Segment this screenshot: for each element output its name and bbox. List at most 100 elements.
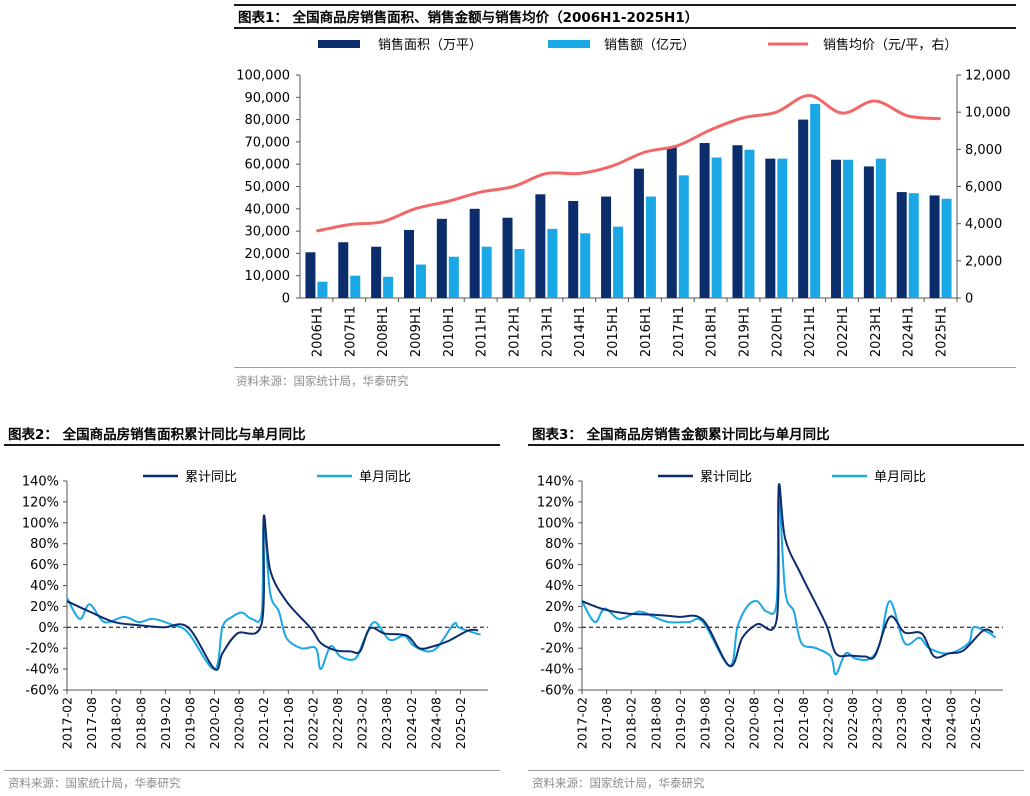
x-tick-label: 2017H1	[672, 306, 687, 357]
fig3-title: 图表3： 全国商品房销售金额累计同比与单月同比	[532, 427, 830, 443]
x-tick-label: 2021-08	[281, 697, 296, 749]
x-tick-label: 2013H1	[540, 306, 555, 357]
fig3-title-rule	[528, 444, 1024, 446]
legend-label-sales-amount: 销售额（亿元）	[604, 37, 695, 53]
line-average-price	[316, 93, 941, 233]
x-tick-label: 2021-02	[771, 697, 786, 749]
x-tick-label: 2018-02	[109, 697, 124, 749]
bar-sales-area	[436, 218, 447, 298]
bar-sales-amount	[908, 193, 919, 298]
y-tick-label: 20%	[545, 600, 574, 615]
bar-sales-amount	[580, 233, 591, 298]
line-monthly-yoy	[581, 490, 997, 676]
x-tick-label: 2023-08	[894, 697, 909, 749]
bar-sales-amount	[383, 276, 394, 298]
left-tick-label: 60,000	[245, 158, 291, 173]
x-tick-label: 2007H1	[343, 306, 358, 357]
left-tick-label: 90,000	[245, 91, 291, 106]
x-tick-label: 2023H1	[869, 306, 884, 357]
right-tick-label: 8,000	[965, 143, 1002, 158]
x-tick-label: 2012H1	[508, 306, 523, 357]
x-tick-label: 2021H1	[803, 306, 818, 357]
right-tick-label: 0	[965, 292, 973, 307]
y-tick-label: 0%	[38, 621, 59, 636]
x-tick-label: 2024-02	[404, 697, 419, 749]
x-tick-label: 2024-08	[428, 697, 443, 749]
bar-sales-amount	[317, 281, 328, 298]
x-tick-label: 2020H1	[770, 306, 785, 357]
x-tick-label: 2019H1	[737, 306, 752, 357]
x-tick-label: 2019-08	[697, 697, 712, 749]
y-tick-label: 140%	[537, 475, 574, 490]
x-tick-label: 2023-02	[870, 697, 885, 749]
left-tick-label: 80,000	[245, 113, 291, 128]
bar-sales-area	[601, 196, 612, 298]
bar-sales-area	[338, 242, 349, 298]
bar-sales-area	[929, 195, 940, 298]
bar-sales-area	[732, 145, 743, 298]
bar-sales-amount	[350, 275, 361, 298]
y-tick-label: 40%	[545, 579, 574, 594]
bar-sales-amount	[613, 226, 624, 298]
bar-sales-area	[633, 168, 644, 298]
left-tick-label: 30,000	[245, 225, 291, 240]
x-tick-label: 2022-02	[305, 697, 320, 749]
left-tick-label: 100,000	[236, 69, 290, 84]
y-tick-label: 120%	[22, 495, 59, 510]
left-tick-label: 10,000	[245, 269, 291, 284]
y-tick-label: -20%	[540, 642, 574, 657]
bar-sales-amount	[514, 248, 525, 298]
fig1-title: 图表1： 全国商品房销售面积、销售金额与销售均价（2006H1-2025H1）	[238, 10, 699, 26]
fig1-top-rule	[234, 4, 1016, 6]
x-tick-label: 2020-08	[747, 697, 762, 749]
fig2-title: 图表2： 全国商品房销售面积累计同比与单月同比	[8, 427, 306, 443]
bar-sales-amount	[843, 159, 854, 298]
fig3-source: 资料来源：国家统计局，华泰研究	[532, 776, 705, 790]
legend-label-monthly-yoy: 单月同比	[359, 470, 411, 485]
bar-sales-amount	[547, 228, 558, 298]
x-tick-label: 2018-02	[624, 697, 639, 749]
y-tick-label: 100%	[22, 516, 59, 531]
x-tick-label: 2025-02	[453, 697, 468, 749]
bar-sales-area	[469, 208, 480, 298]
x-tick-label: 2018H1	[705, 306, 720, 357]
x-tick-label: 2006H1	[310, 306, 325, 357]
x-tick-label: 2015H1	[606, 306, 621, 357]
x-tick-label: 2014H1	[573, 306, 588, 357]
y-tick-label: 140%	[22, 475, 59, 490]
y-tick-label: -40%	[25, 663, 59, 678]
line-cumulative-yoy	[66, 514, 479, 671]
x-tick-label: 2017-08	[84, 697, 99, 749]
bar-sales-area	[896, 192, 907, 298]
bar-sales-amount	[744, 149, 755, 298]
x-tick-label: 2023-08	[379, 697, 394, 749]
x-tick-label: 2011H1	[475, 306, 490, 357]
fig2-source: 资料来源：国家统计局，华泰研究	[8, 776, 181, 790]
right-tick-label: 4,000	[965, 217, 1002, 232]
y-tick-label: -40%	[540, 663, 574, 678]
legend-swatch-sales-area	[318, 40, 360, 48]
x-tick-label: 2018-08	[133, 697, 148, 749]
line-cumulative-yoy	[581, 482, 994, 667]
right-tick-label: 10,000	[965, 106, 1011, 121]
x-tick-label: 2022H1	[836, 306, 851, 357]
bar-sales-area	[765, 158, 776, 298]
x-tick-label: 2022-08	[330, 697, 345, 749]
bar-sales-area	[371, 246, 382, 298]
y-tick-label: 80%	[545, 537, 574, 552]
x-tick-label: 2024-08	[943, 697, 958, 749]
bar-sales-amount	[645, 196, 656, 298]
x-tick-label: 2023-02	[355, 697, 370, 749]
bar-sales-area	[568, 200, 579, 298]
y-tick-label: 20%	[30, 600, 59, 615]
bar-sales-area	[535, 194, 546, 298]
x-tick-label: 2016H1	[639, 306, 654, 357]
right-tick-label: 6,000	[965, 180, 1002, 195]
x-tick-label: 2019-02	[673, 697, 688, 749]
bar-sales-area	[863, 166, 874, 298]
y-tick-label: 0%	[553, 621, 574, 636]
bar-sales-area	[305, 252, 316, 298]
chart-area-yoy: -60% -40% -20% 0% 20% 40% 60% 80% 100% 120% 140% 20…	[22, 470, 488, 749]
x-tick-label: 2024H1	[902, 306, 917, 357]
x-tick-label: 2019-02	[158, 697, 173, 749]
